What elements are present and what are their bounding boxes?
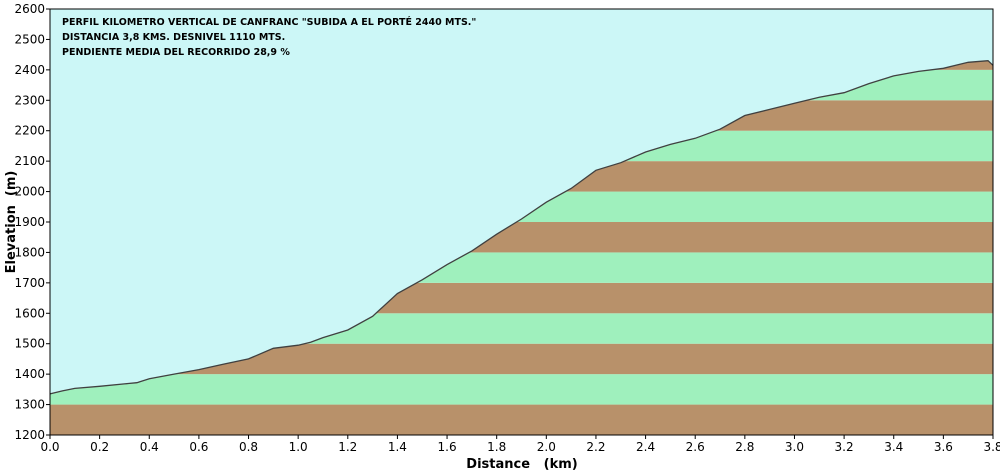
x-tick-label: 1.2 [338,440,357,454]
y-tick-label: 1500 [14,337,45,351]
x-axis-title: Distance (km) [466,457,577,472]
y-tick-label: 1700 [14,276,45,290]
x-tick-label: 2.0 [537,440,556,454]
profile-line [49,60,994,395]
x-tick-label: 0.6 [189,440,208,454]
y-tick-label: 2300 [14,93,45,107]
y-tick-label: 1300 [14,398,45,412]
elevation-band [50,404,993,435]
y-tick-label: 2000 [14,185,45,199]
x-axis-ticks: 0.0 0.2 0.4 0.6 0.8 1.0 1.2 1.4 1.6 1.8 2.0 2.2 2.4 2… [40,435,1000,454]
x-tick-label: 0.8 [239,440,258,454]
y-tick-label: 2100 [14,154,45,168]
x-tick-label: 1.6 [438,440,457,454]
x-tick-label: 1.8 [487,440,506,454]
x-tick-label: 1.0 [289,440,308,454]
annotation-line-3: PENDIENTE MEDIA DEL RECORRIDO 28,9 % [62,47,290,58]
x-tick-label: 0.4 [140,440,159,454]
x-tick-label: 2.4 [636,440,655,454]
annotation-line-1: PERFIL KILOMETRO VERTICAL DE CANFRANC "S… [62,16,476,28]
y-tick-label: 1600 [14,306,45,320]
x-tick-label: 2.8 [735,440,754,454]
y-tick-label: 2400 [14,63,45,77]
y-tick-label: 2600 [14,2,45,16]
y-axis-ticks: 1200 1300 1400 1500 1600 1700 1800 1900 2000 2100… [14,2,50,442]
x-tick-label: 3.0 [785,440,804,454]
y-axis-title: Elevation (m) [4,171,19,274]
y-tick-label: 1900 [14,215,45,229]
x-tick-label: 2.6 [686,440,705,454]
y-tick-label: 1200 [14,428,45,442]
x-tick-label: 2.2 [586,440,605,454]
y-tick-label: 2200 [14,124,45,138]
y-tick-label: 2500 [14,32,45,46]
x-tick-label: 0.0 [40,440,59,454]
x-tick-label: 3.6 [934,440,953,454]
elevation-band [50,374,993,405]
x-tick-label: 3.4 [884,440,903,454]
x-tick-label: 0.2 [90,440,109,454]
x-tick-label: 1.4 [388,440,407,454]
x-tick-label: 3.8 [983,440,1000,454]
y-tick-label: 1800 [14,245,45,259]
y-tick-label: 1400 [14,367,45,381]
x-tick-label: 3.2 [835,440,854,454]
annotation-line-2: DISTANCIA 3,8 KMS. DESNIVEL 1110 MTS. [62,32,285,43]
sky-area [50,9,993,394]
